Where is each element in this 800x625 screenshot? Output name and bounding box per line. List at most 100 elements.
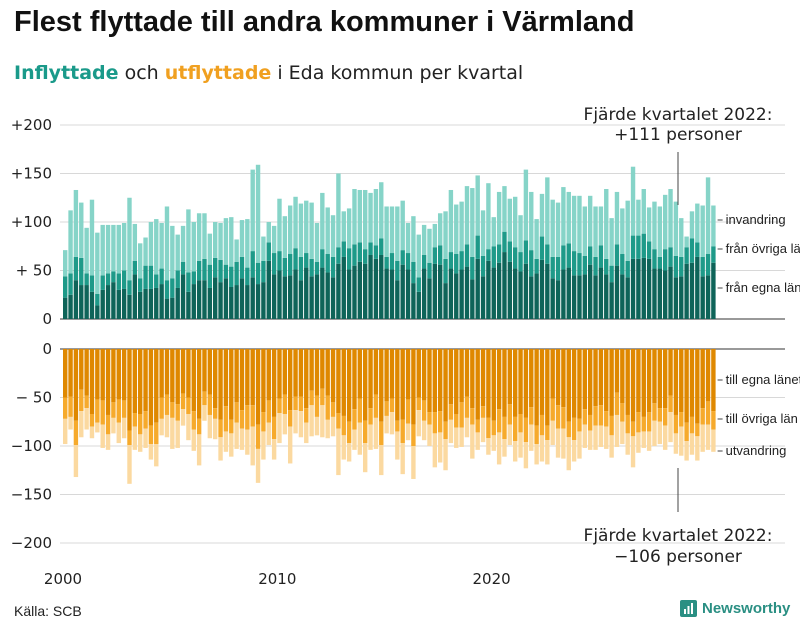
bar-in-0 (416, 291, 421, 319)
bar-out-1 (646, 412, 652, 432)
bar-in-1 (518, 252, 523, 272)
bar-in-2 (239, 220, 245, 257)
bar-out-2 (100, 424, 105, 448)
bar-out-0 (427, 349, 432, 413)
bar-out-2 (245, 429, 250, 455)
bar-in-0 (443, 283, 448, 319)
bar-in-0 (309, 276, 314, 319)
bar-in-0 (523, 263, 529, 319)
bar-out-1 (282, 394, 288, 414)
bar-in-1 (239, 256, 245, 279)
bar-out-0 (170, 349, 175, 403)
bar-in-1 (368, 242, 373, 255)
bar-in-0 (427, 278, 432, 319)
bar-in-2 (116, 224, 121, 274)
bar-in-1 (100, 275, 105, 290)
bar-in-2 (582, 206, 588, 256)
bar-in-2 (523, 169, 529, 241)
bar-in-0 (598, 267, 604, 319)
bar-in-1 (598, 245, 604, 268)
bar-out-2 (464, 417, 470, 438)
bar-in-2 (352, 189, 357, 245)
bar-in-0 (84, 285, 89, 319)
bar-out-1 (63, 397, 68, 419)
bar-out-1 (164, 394, 170, 415)
bar-in-0 (191, 284, 196, 319)
bar-in-2 (362, 189, 368, 250)
bar-in-2 (223, 218, 229, 265)
bar-in-2 (711, 205, 716, 247)
bar-out-0 (148, 349, 154, 426)
bar-out-1 (571, 417, 577, 441)
bar-out-0 (496, 349, 502, 410)
bar-out-0 (502, 349, 507, 417)
bar-in-1 (357, 242, 363, 262)
bar-in-1 (577, 253, 582, 276)
bar-in-1 (657, 256, 663, 269)
bar-out-0 (657, 349, 663, 409)
bar-in-2 (400, 200, 405, 251)
bar-in-2 (261, 236, 266, 261)
bar-out-0 (571, 349, 577, 418)
bar-out-2 (502, 439, 507, 457)
bar-in-0 (164, 298, 170, 319)
bar-in-1 (582, 255, 588, 275)
bar-out-1 (689, 416, 695, 434)
bar-in-0 (534, 273, 539, 319)
bar-out-0 (379, 349, 384, 422)
bar-in-0 (593, 275, 598, 319)
bar-in-1 (614, 244, 620, 266)
bar-in-2 (502, 186, 507, 232)
bar-in-0 (266, 260, 271, 319)
bar-in-0 (73, 280, 79, 319)
bar-out-1 (314, 395, 320, 417)
bar-out-0 (411, 349, 416, 425)
bar-in-2 (630, 166, 636, 236)
bar-out-1 (357, 398, 363, 423)
bar-in-0 (314, 274, 320, 319)
bar-in-1 (314, 261, 320, 275)
bar-in-1 (320, 249, 325, 268)
bar-out-1 (116, 399, 121, 423)
bar-in-1 (512, 247, 518, 269)
y-tick-label: − 50 (16, 389, 52, 407)
bar-out-0 (512, 349, 518, 417)
bar-out-2 (73, 445, 79, 478)
bar-in-1 (593, 256, 598, 276)
bar-out-0 (164, 349, 170, 395)
bar-out-2 (700, 424, 705, 452)
bar-out-1 (437, 411, 443, 433)
bar-in-1 (341, 241, 346, 257)
bar-out-0 (673, 349, 679, 415)
bar-out-2 (250, 426, 255, 466)
bar-in-1 (679, 256, 684, 277)
bar-out-2 (411, 446, 416, 479)
bar-in-1 (443, 258, 448, 284)
bar-out-0 (255, 349, 261, 425)
bar-in-2 (373, 189, 379, 246)
bar-out-2 (673, 433, 679, 454)
bar-in-0 (154, 287, 159, 319)
bar-out-0 (593, 349, 598, 407)
bar-out-2 (111, 417, 116, 434)
bar-in-1 (475, 235, 480, 259)
bar-out-0 (679, 349, 684, 413)
bar-out-0 (261, 349, 266, 413)
bar-in-0 (68, 294, 73, 319)
bar-out-0 (518, 349, 523, 414)
annotation-top-line2: +111 personer (614, 125, 742, 145)
bar-in-0 (373, 258, 379, 319)
bar-out-2 (470, 424, 475, 459)
bar-out-0 (395, 349, 400, 421)
bar-in-2 (89, 199, 95, 276)
bar-in-1 (266, 242, 271, 261)
bar-in-2 (529, 191, 534, 251)
bar-in-1 (346, 248, 352, 270)
bar-in-2 (346, 208, 352, 249)
bar-out-2 (196, 434, 202, 466)
bar-in-1 (170, 278, 175, 298)
bar-in-2 (298, 203, 304, 257)
bar-out-1 (186, 397, 191, 414)
bar-out-1 (577, 418, 582, 432)
bar-out-1 (711, 411, 716, 430)
